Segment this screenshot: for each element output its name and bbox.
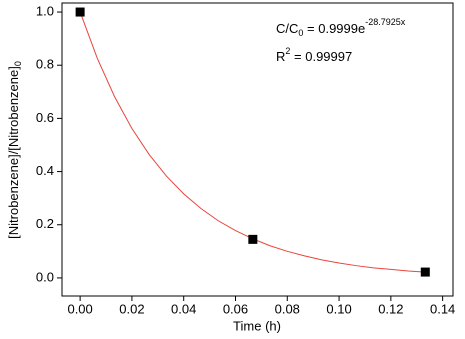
y-tick-label: 0.8 xyxy=(36,57,54,72)
eq-exponent: -28.7925x xyxy=(365,17,406,27)
x-tick-label: 0.04 xyxy=(171,301,196,316)
x-tick-label: 0.14 xyxy=(430,301,455,316)
y-tick-label: 0.4 xyxy=(36,163,54,178)
eq-lhs-sub: 0 xyxy=(298,28,303,38)
r2-rhs: = 0.99997 xyxy=(290,49,352,64)
x-tick-label: 0.06 xyxy=(223,301,248,316)
y-axis-label-text: [Nitrobenzene]/[Nitrobenzene] xyxy=(6,66,21,239)
y-tick-label: 0.2 xyxy=(36,216,54,231)
y-tick-label: 0.0 xyxy=(36,269,54,284)
x-tick-label: 0.02 xyxy=(119,301,144,316)
fit-curve xyxy=(79,11,426,273)
y-tick-label: 0.6 xyxy=(36,110,54,125)
fit-equation: C/C0 = 0.9999e-28.7925x xyxy=(276,17,406,38)
x-tick-label: 0.00 xyxy=(67,301,92,316)
r2-base: R xyxy=(276,49,285,64)
x-tick-label: 0.10 xyxy=(326,301,351,316)
data-point xyxy=(420,267,430,277)
x-axis-label: Time (h) xyxy=(233,318,281,333)
data-point xyxy=(248,234,258,244)
data-point xyxy=(75,7,85,17)
eq-lhs: C/C xyxy=(276,21,298,36)
x-tick-label: 0.08 xyxy=(275,301,300,316)
y-tick-label: 1.0 xyxy=(36,3,54,18)
r2-sup: 2 xyxy=(285,46,290,56)
x-tick-label: 0.12 xyxy=(378,301,403,316)
y-axis-label-sub: 0 xyxy=(13,61,23,66)
r-squared: R2 = 0.99997 xyxy=(276,46,352,64)
eq-rhs: = 0.9999e xyxy=(303,21,365,36)
y-axis-label: [Nitrobenzene]/[Nitrobenzene]0 xyxy=(6,61,23,239)
plot-frame xyxy=(61,2,454,297)
